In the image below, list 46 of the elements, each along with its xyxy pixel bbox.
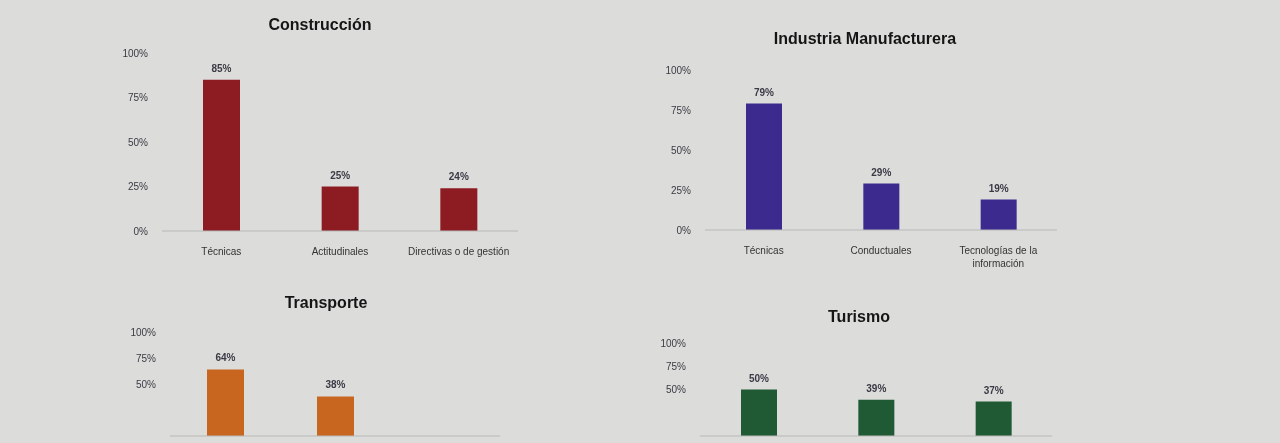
bar bbox=[975, 401, 1012, 436]
chart-title: Industria Manufacturera bbox=[772, 30, 958, 48]
chart-title: Turismo bbox=[827, 308, 891, 326]
bar bbox=[203, 79, 240, 231]
data-label: 85% bbox=[211, 62, 232, 74]
bar bbox=[440, 188, 478, 231]
x-tick-label: Conductuales bbox=[850, 245, 912, 256]
data-label: 29% bbox=[871, 166, 892, 178]
y-tick-label: 100% bbox=[660, 337, 687, 349]
chart-title: Construcción bbox=[267, 16, 373, 34]
y-tick-label: 100% bbox=[665, 64, 692, 76]
chart-title: Transporte bbox=[283, 294, 369, 312]
y-tick-label: 50% bbox=[135, 378, 157, 390]
data-label: 37% bbox=[983, 384, 1004, 396]
bar bbox=[741, 389, 777, 436]
data-label: 50% bbox=[748, 372, 770, 384]
data-label: 25% bbox=[330, 169, 351, 181]
data-label: 64% bbox=[215, 352, 236, 364]
y-tick-label: 75% bbox=[665, 360, 687, 372]
bar bbox=[863, 183, 900, 230]
y-tick-label: 100% bbox=[130, 326, 157, 338]
y-tick-label: 50% bbox=[670, 144, 692, 156]
y-tick-label: 0% bbox=[133, 225, 149, 237]
x-tick-label: Técnicas bbox=[201, 246, 242, 257]
data-label: 39% bbox=[866, 382, 887, 394]
y-tick-label: 75% bbox=[135, 352, 157, 364]
y-tick-label: 25% bbox=[670, 184, 692, 196]
x-tick-label: Técnicas bbox=[743, 245, 784, 256]
data-label: 19% bbox=[988, 182, 1009, 194]
data-label: 38% bbox=[325, 379, 346, 391]
data-label: 24% bbox=[448, 171, 469, 183]
y-tick-label: 100% bbox=[122, 47, 149, 59]
y-tick-label: 50% bbox=[665, 384, 687, 396]
data-label: 79% bbox=[753, 86, 775, 98]
y-tick-label: 75% bbox=[127, 92, 149, 104]
x-tick-label: Directivas o de gestión bbox=[408, 246, 510, 257]
y-tick-label: 50% bbox=[127, 136, 149, 148]
y-tick-label: 75% bbox=[670, 104, 692, 116]
bar bbox=[980, 199, 1017, 230]
x-tick-label: Tecnologías de la información bbox=[959, 245, 1038, 269]
bar bbox=[321, 186, 359, 231]
y-tick-label: 0% bbox=[676, 224, 692, 236]
x-tick-label: Actitudinales bbox=[311, 246, 369, 257]
y-tick-label: 25% bbox=[127, 181, 149, 193]
bar bbox=[858, 399, 895, 436]
bar bbox=[746, 103, 782, 230]
